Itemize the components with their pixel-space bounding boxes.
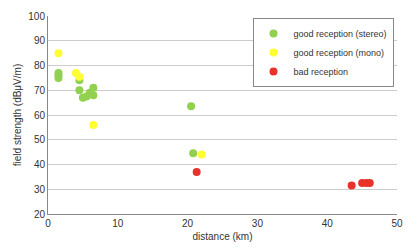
svg-text:80: 80 (34, 60, 46, 71)
svg-text:10: 10 (112, 218, 124, 229)
svg-text:0: 0 (45, 218, 51, 229)
svg-text:30: 30 (252, 218, 264, 229)
svg-text:40: 40 (34, 159, 46, 170)
svg-text:70: 70 (34, 85, 46, 96)
svg-text:100: 100 (28, 11, 45, 22)
svg-text:50: 50 (391, 218, 403, 229)
svg-text:90: 90 (34, 35, 46, 46)
svg-text:good reception (stereo): good reception (stereo) (294, 29, 387, 39)
svg-text:bad reception: bad reception (294, 67, 349, 77)
svg-text:30: 30 (34, 184, 46, 195)
svg-text:field strength (dBμV/m): field strength (dBμV/m) (12, 64, 23, 166)
svg-text:50: 50 (34, 134, 46, 145)
svg-text:20: 20 (34, 209, 46, 220)
svg-text:20: 20 (182, 218, 194, 229)
svg-text:distance (km): distance (km) (192, 231, 252, 242)
svg-text:60: 60 (34, 110, 46, 121)
svg-text:good reception (mono): good reception (mono) (294, 48, 385, 58)
svg-text:40: 40 (322, 218, 334, 229)
